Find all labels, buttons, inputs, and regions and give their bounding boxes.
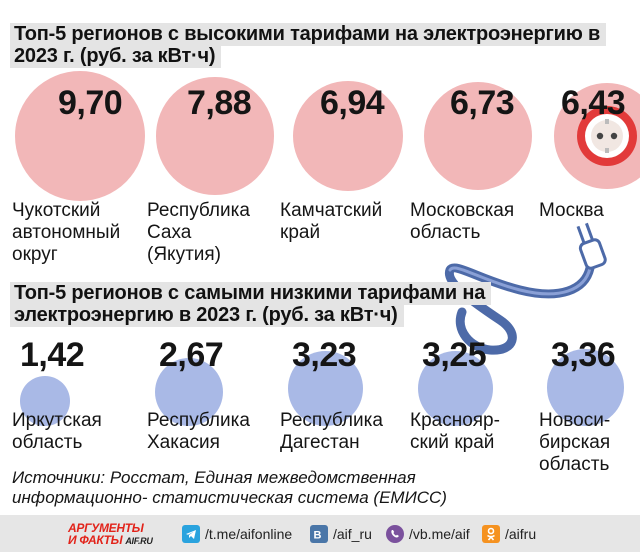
bubble-mark xyxy=(288,350,364,426)
social-link-ok[interactable]: /aifru xyxy=(482,524,536,544)
social-link-text: /aif_ru xyxy=(333,526,372,542)
bubble-mark xyxy=(15,71,145,201)
bubble-mark xyxy=(155,357,224,426)
data-label: 7,88 xyxy=(187,84,252,122)
social-link-text: /aifru xyxy=(505,526,537,542)
logo-line1: АРГУМЕНТЫ xyxy=(68,521,144,535)
region-label: Республика Саха (Якутия) xyxy=(147,200,250,265)
data-label: 1,42 xyxy=(20,336,85,374)
region-label: Камчатский край xyxy=(280,200,383,243)
region-label: Новоси- бирская область xyxy=(539,410,611,475)
region-label: Иркутская область xyxy=(12,410,102,453)
chart-title-low: Топ-5 регионов с самыми низкими тарифами… xyxy=(10,282,610,327)
footer-bar: АРГУМЕНТЫ И ФАКТЫ AIF.RU /t.me/aifonline… xyxy=(0,515,640,552)
data-label: 3,25 xyxy=(422,336,487,374)
bubble-mark xyxy=(547,349,624,426)
region-label: Московская область xyxy=(410,200,515,243)
social-link-text: /t.me/aifonline xyxy=(205,526,293,542)
bubble-mark xyxy=(293,81,403,191)
viber-icon xyxy=(386,525,404,543)
socket-icon xyxy=(577,106,637,166)
svg-text:В: В xyxy=(314,530,322,542)
data-label: 3,23 xyxy=(292,336,357,374)
data-label: 2,67 xyxy=(159,336,224,374)
vk-icon: В xyxy=(310,525,328,543)
logo-line2: И ФАКТЫ xyxy=(68,533,123,547)
data-label: 6,94 xyxy=(320,84,385,122)
social-link-telegram[interactable]: /t.me/aifonline xyxy=(182,524,292,544)
social-link-viber[interactable]: /vb.me/aif xyxy=(386,524,470,544)
region-label: Краснояр- ский край xyxy=(410,410,500,453)
odnoklassniki-icon xyxy=(482,525,500,543)
region-label: Республика Хакасия xyxy=(147,410,250,453)
telegram-icon xyxy=(182,525,200,543)
logo-site: AIF.RU xyxy=(125,536,153,546)
aif-logo[interactable]: АРГУМЕНТЫ И ФАКТЫ AIF.RU xyxy=(68,522,153,547)
bubble-mark xyxy=(156,77,274,195)
data-label: 6,43 xyxy=(561,84,626,122)
data-label: 6,73 xyxy=(450,84,515,122)
sources-note: Источники: Росстат, Единая межведомствен… xyxy=(12,468,447,507)
bubble-mark xyxy=(20,376,70,426)
chart-title-high: Топ-5 регионов с высокими тарифами на эл… xyxy=(10,23,610,68)
data-label: 9,70 xyxy=(58,84,123,122)
bubble-mark xyxy=(423,81,533,191)
region-label: Москва xyxy=(539,200,604,221)
region-label: Республика Дагестан xyxy=(280,410,383,453)
data-label: 3,36 xyxy=(551,336,616,374)
bubble-mark xyxy=(418,350,494,426)
region-label: Чукотский автономный округ xyxy=(12,200,121,265)
social-link-text: /vb.me/aif xyxy=(409,526,470,542)
social-link-vk[interactable]: В /aif_ru xyxy=(310,524,372,544)
